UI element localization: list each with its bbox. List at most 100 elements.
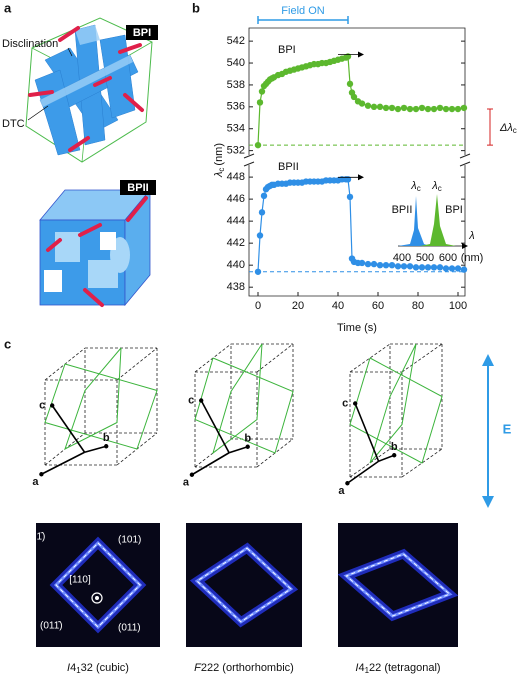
crystal-axis-label: c <box>342 397 348 409</box>
data-point <box>358 259 366 267</box>
zone-axis-marker <box>91 592 103 604</box>
diffraction-patterns <box>36 523 459 647</box>
inset-peak <box>398 196 430 246</box>
data-point <box>400 104 408 112</box>
data-point <box>442 105 450 113</box>
data-point <box>430 105 438 113</box>
y-axis-label: λc (nm) <box>213 143 226 178</box>
axis-break <box>459 153 471 159</box>
structure-label: BPI <box>133 27 151 39</box>
pattern-label: (011̄) <box>40 621 63 632</box>
data-point <box>406 105 414 113</box>
panel-label: c <box>4 336 11 351</box>
y-tick-label: 538 <box>227 79 245 91</box>
data-point <box>448 105 456 113</box>
crystal-axis-head <box>345 481 350 486</box>
inset-peak <box>420 194 456 246</box>
x-tick-label: 100 <box>449 300 467 312</box>
delta-sub: c <box>513 126 517 135</box>
data-point <box>350 93 358 101</box>
caption-sub: 1 <box>76 666 81 675</box>
cube-edge <box>349 343 391 373</box>
data-point <box>406 263 414 270</box>
y-tick-label: 534 <box>227 123 245 135</box>
data-point <box>388 261 396 269</box>
crystal-axis-head <box>104 444 109 449</box>
caption: F222 (orthorhombic) <box>194 662 294 674</box>
series-label: BPI <box>278 44 296 56</box>
lambda-sub: c <box>438 184 442 193</box>
crystal-axis-label: a <box>32 476 39 488</box>
crystal-axis-head <box>39 472 44 477</box>
data-point <box>418 264 426 271</box>
data-point <box>258 88 266 95</box>
caption-italic: I <box>355 662 358 674</box>
x-axis-label: Time (s) <box>337 322 377 334</box>
data-point <box>460 104 468 112</box>
data-point <box>370 260 378 268</box>
y-tick-label: 448 <box>227 171 245 183</box>
lambda-sub: c <box>417 184 421 193</box>
crystal-axis-label: c <box>188 394 194 406</box>
x-tick-label: 80 <box>412 300 424 312</box>
y-tick-label: 536 <box>227 101 245 113</box>
label-box <box>120 180 156 195</box>
data-point <box>346 193 354 201</box>
caption-italic: I <box>67 662 70 674</box>
crystal-axis <box>200 400 230 454</box>
data-point <box>256 99 264 106</box>
data-point <box>454 265 462 272</box>
data-point <box>424 264 432 271</box>
cube-edge <box>256 343 294 373</box>
inset-label: BPII <box>392 204 413 216</box>
cube-diagonal <box>212 343 263 455</box>
cube-diagonal <box>44 363 158 450</box>
axis-break <box>243 153 255 159</box>
caption: I4122 (tetragonal) <box>355 662 440 675</box>
data-point <box>358 100 366 107</box>
crystal-axis-head <box>353 401 358 406</box>
data-point <box>260 192 268 200</box>
inset-tick-label: 600 <box>439 252 457 264</box>
data-point <box>376 261 384 269</box>
annotation: DTC <box>2 118 25 130</box>
y-tick-label: 542 <box>227 35 245 47</box>
data-point <box>412 105 420 113</box>
inset-tick-label: 500 <box>416 252 434 264</box>
x-tick-label: 20 <box>292 300 304 312</box>
crystal-axis-label: a <box>338 485 345 497</box>
crystal-axis <box>41 451 85 475</box>
crystal-axis <box>191 452 230 476</box>
data-point <box>436 264 444 271</box>
data-point <box>454 105 462 113</box>
y-tick-label: 442 <box>227 237 245 249</box>
data-point <box>382 104 390 112</box>
data-point <box>376 103 384 111</box>
crystal-axis-head <box>189 472 195 477</box>
caption-main: 4 <box>70 662 76 674</box>
bpi-structure <box>25 17 153 163</box>
data-point <box>382 261 390 269</box>
cube-diagonal <box>64 347 122 451</box>
y-tick-label: 532 <box>227 145 245 157</box>
data-point <box>430 264 438 271</box>
data-point <box>418 104 426 112</box>
y-label-symbol: λ <box>213 172 225 178</box>
y-tick-label: 444 <box>227 215 245 227</box>
axis-break <box>459 161 471 167</box>
series-label: BPII <box>278 161 299 173</box>
crystal-axis-label: c <box>39 399 45 411</box>
axis-frame <box>248 27 466 155</box>
data-point <box>412 264 420 271</box>
y-label-sub: c <box>217 168 226 172</box>
crystal-axis <box>228 445 248 454</box>
lambda: λ <box>431 180 437 192</box>
data-point <box>364 260 372 268</box>
crystal-axis <box>346 460 380 484</box>
data-point <box>370 103 378 111</box>
data-point <box>400 263 408 270</box>
pattern-label: (011) <box>118 623 141 634</box>
axis-break-gap <box>243 156 255 164</box>
inset-arrowhead <box>462 243 468 249</box>
